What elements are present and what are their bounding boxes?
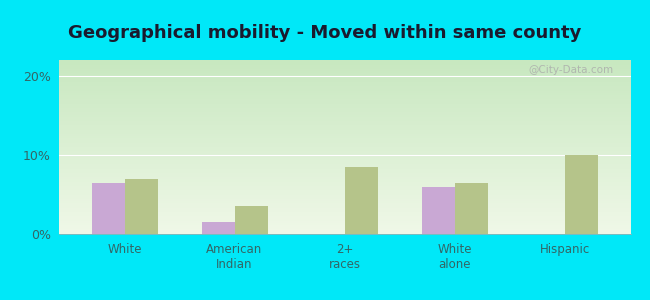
Bar — [564, 155, 597, 234]
Bar — [202, 222, 235, 234]
Bar — [92, 183, 125, 234]
Text: Geographical mobility - Moved within same county: Geographical mobility - Moved within sam… — [68, 24, 582, 42]
Bar — [125, 178, 157, 234]
Bar — [421, 187, 454, 234]
Bar — [454, 183, 488, 234]
Bar — [344, 167, 378, 234]
Text: @City-Data.com: @City-Data.com — [528, 65, 614, 75]
Bar — [235, 206, 268, 234]
